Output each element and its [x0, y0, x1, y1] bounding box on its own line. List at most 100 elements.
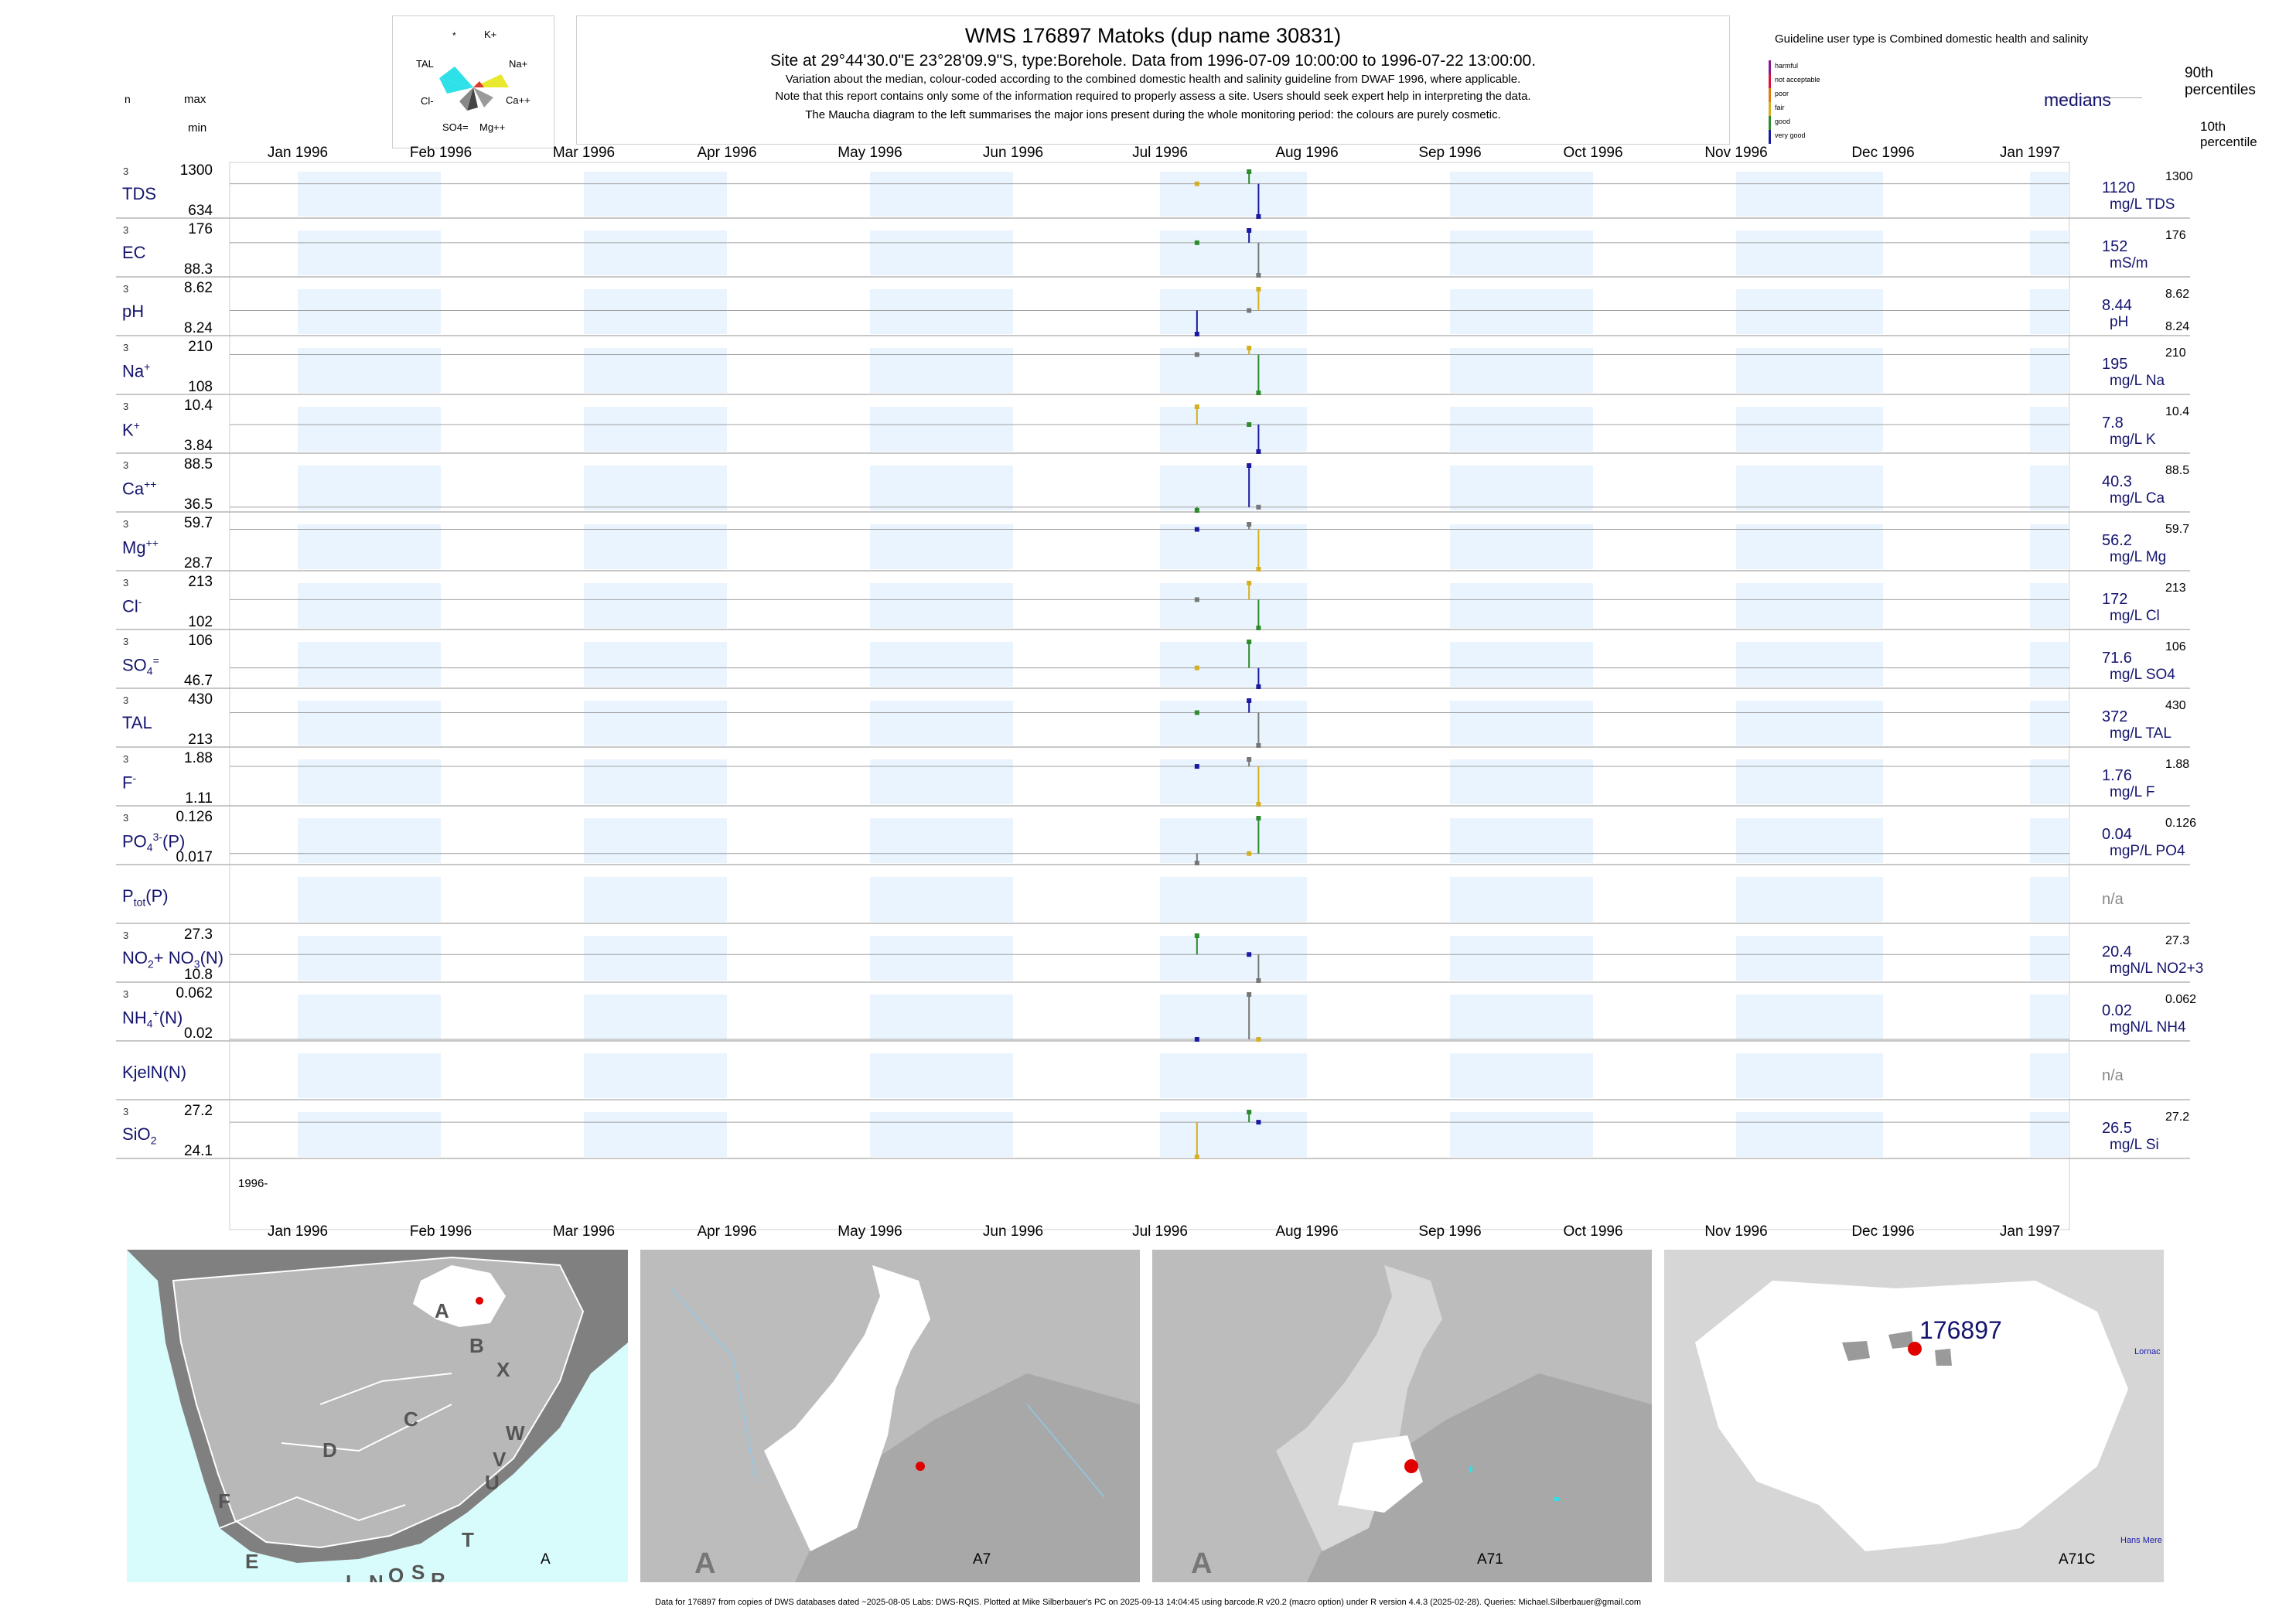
row-median: 7.8: [2102, 415, 2124, 432]
row-max: 59.7: [184, 515, 213, 531]
month-label: Nov 1996: [1704, 145, 1768, 161]
month-band: [2030, 642, 2069, 687]
month-band: [298, 407, 441, 452]
month-label: Oct 1996: [1563, 145, 1623, 161]
report-title: WMS 176897 Matoks (dup name 30831): [964, 24, 1342, 47]
report-note-3: The Maucha diagram to the left summarise…: [805, 108, 1501, 121]
month-band: [1160, 936, 1307, 981]
maucha-k-sector: [473, 81, 484, 87]
map-a7-caption: A7: [973, 1551, 991, 1568]
row-unit: mg/L F: [2110, 784, 2155, 800]
month-band: [2030, 172, 2069, 217]
map-region-label: N: [369, 1571, 384, 1582]
month-band: [1736, 172, 1883, 217]
month-band: [584, 877, 727, 922]
row-right-max: 1.88: [2165, 758, 2190, 771]
month-band: [870, 759, 1013, 804]
month-band: [2030, 524, 2069, 569]
sample-point: [1247, 169, 1252, 174]
map-region-label: X: [496, 1358, 510, 1381]
month-band: [1160, 1053, 1307, 1098]
row-median-na: n/a: [2102, 891, 2124, 908]
row-median: 172: [2102, 591, 2128, 608]
guideline-legend: Guideline user type is Combined domestic…: [1767, 15, 2277, 149]
sample-point: [1247, 581, 1252, 585]
sample-point: [1194, 404, 1199, 409]
map-region-label: E: [245, 1550, 259, 1573]
row-right-max: 88.5: [2165, 464, 2190, 477]
row-unit: mgN/L NO2+3: [2110, 960, 2204, 977]
month-band: [1450, 1053, 1593, 1098]
map-place-lornac: Lornac: [2134, 1347, 2161, 1356]
month-band: [1160, 524, 1307, 569]
month-label: May 1996: [838, 1223, 902, 1240]
sample-point: [1256, 391, 1261, 395]
month-band: [298, 701, 441, 745]
month-band: [298, 995, 441, 1039]
sample-point: [1247, 757, 1252, 762]
median-line-sample: [2049, 97, 2142, 98]
row-right-max: 59.7: [2165, 523, 2190, 536]
month-label: Feb 1996: [409, 145, 473, 161]
maucha-tal-sector: [439, 67, 473, 87]
map-a7: A A7: [640, 1250, 1140, 1582]
month-band: [298, 466, 441, 510]
row-max: 0.126: [176, 809, 213, 825]
map-a7-svg: [640, 1250, 1140, 1582]
year-label: 1996-: [238, 1177, 268, 1190]
row-variable-name: KjelN(N): [122, 1063, 187, 1082]
row-unit: mg/L Mg: [2110, 549, 2167, 565]
month-band: [298, 936, 441, 981]
month-band: [870, 583, 1013, 628]
month-band: [584, 995, 727, 1039]
row-median: 8.44: [2102, 297, 2132, 314]
row-unit: mg/L SO4: [2110, 667, 2175, 683]
row-median: 0.04: [2102, 826, 2132, 843]
row-variable-name: Cl-: [122, 595, 142, 616]
sample-point: [1247, 522, 1252, 527]
report-note-1: Variation about the median, colour-coded…: [785, 73, 1521, 86]
map-a71c: 176897 Lornac Hans Mere A71C: [1664, 1250, 2164, 1582]
row-variable-name: K+: [122, 419, 140, 440]
row-variable-name: TDS: [122, 184, 156, 203]
month-band: [1450, 583, 1593, 628]
row-n: 3: [123, 694, 129, 706]
month-band: [870, 877, 1013, 922]
month-band: [584, 936, 727, 981]
map-region-label: U: [485, 1471, 500, 1494]
plot-frame: [229, 162, 2070, 1230]
month-band: [2030, 407, 2069, 452]
month-band: [1736, 818, 1883, 863]
month-band: [1160, 642, 1307, 687]
month-label: Jun 1996: [982, 145, 1044, 161]
month-band: [2030, 818, 2069, 863]
map-region-label: B: [469, 1334, 484, 1357]
map-region-label: R: [431, 1568, 445, 1582]
sample-point: [1194, 181, 1199, 186]
month-label: Feb 1996: [409, 1223, 473, 1240]
month-label: Apr 1996: [697, 145, 757, 161]
maucha-label-ca: Ca++: [506, 94, 531, 106]
row-right-max: 27.2: [2165, 1111, 2190, 1124]
month-band: [584, 172, 727, 217]
row-right-max: 210: [2165, 346, 2186, 360]
row-variable-name: EC: [122, 243, 146, 262]
month-band: [870, 407, 1013, 452]
row-n: 3: [123, 930, 129, 941]
map-a71c-caption: A71C: [2059, 1551, 2096, 1568]
row-unit: mg/L Ca: [2110, 490, 2165, 507]
maucha-label-mg: Mg++: [479, 121, 506, 133]
map-a-caption: A: [541, 1551, 551, 1568]
month-band: [870, 289, 1013, 334]
month-band: [298, 877, 441, 922]
row-unit: mS/m: [2110, 255, 2148, 271]
sample-point: [1256, 287, 1261, 292]
month-band: [1160, 407, 1307, 452]
row-min: 634: [188, 203, 213, 219]
row-min: 46.7: [184, 673, 213, 689]
guideline-title: Guideline user type is Combined domestic…: [1775, 32, 2089, 46]
month-band: [870, 466, 1013, 510]
sample-point: [1256, 684, 1261, 689]
guideline-swatch: [1769, 60, 1771, 74]
month-band: [2030, 1053, 2069, 1098]
